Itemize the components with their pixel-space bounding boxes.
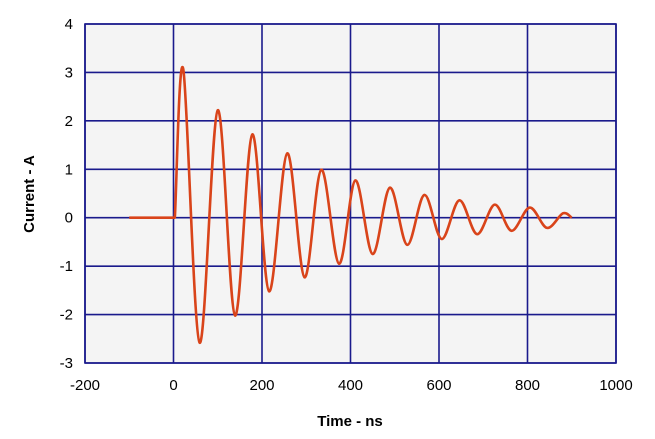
x-tick-label: -200 xyxy=(70,377,100,394)
series-group xyxy=(129,65,573,344)
y-axis-title: Current - A xyxy=(21,155,38,233)
y-tick-label: -3 xyxy=(60,355,73,372)
y-tick-label: 1 xyxy=(65,161,73,178)
y-tick-label: 4 xyxy=(65,16,73,33)
plot-border xyxy=(84,23,617,364)
y-tick-label: 0 xyxy=(65,210,73,227)
x-tick-label: 0 xyxy=(169,377,177,394)
x-tick-labels: -200 0 200 400 600 800 1000 xyxy=(70,377,633,394)
series-line xyxy=(129,65,573,344)
x-tick-label: 200 xyxy=(249,377,274,394)
x-tick-label: 800 xyxy=(515,377,540,394)
y-tick-labels: -3 -2 -1 0 1 2 3 4 xyxy=(60,16,73,372)
y-tick-label: -1 xyxy=(60,258,73,275)
x-tick-label: 400 xyxy=(338,377,363,394)
y-tick-label: -2 xyxy=(60,307,73,324)
x-tick-label: 600 xyxy=(426,377,451,394)
y-tick-label: 3 xyxy=(65,64,73,81)
y-tick-label: 2 xyxy=(65,113,73,130)
x-tick-label: 1000 xyxy=(599,377,632,394)
x-axis-title: Time - ns xyxy=(317,413,383,430)
